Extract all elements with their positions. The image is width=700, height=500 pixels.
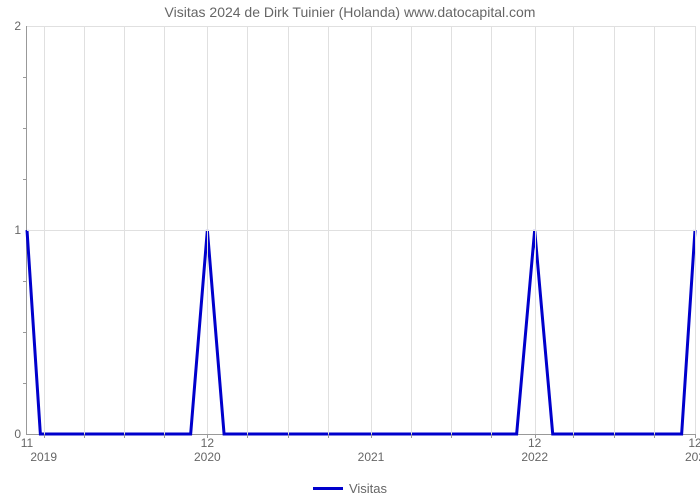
x-tick-label-year: 2021 (358, 450, 385, 464)
y-minor-tick (23, 332, 27, 333)
x-tick-label-month: 12 (688, 436, 700, 450)
x-tick-label-year: 2022 (521, 450, 548, 464)
x-tick-mark (451, 434, 452, 438)
x-tick-label-month: 11 (21, 436, 33, 450)
x-tick-mark (247, 434, 248, 438)
x-tick-mark (411, 434, 412, 438)
x-tick-label-month: 12 (528, 436, 541, 450)
legend-label: Visitas (349, 481, 387, 496)
y-minor-tick (23, 128, 27, 129)
x-tick-mark (491, 434, 492, 438)
y-minor-tick (23, 179, 27, 180)
legend-swatch (313, 487, 343, 490)
x-tick-mark (124, 434, 125, 438)
chart-title: Visitas 2024 de Dirk Tuinier (Holanda) w… (0, 4, 700, 20)
y-minor-tick (23, 77, 27, 78)
x-tick-label-month: 12 (201, 436, 214, 450)
x-tick-label-year: 2019 (30, 450, 57, 464)
chart-container: Visitas 2024 de Dirk Tuinier (Holanda) w… (0, 0, 700, 500)
x-tick-mark (164, 434, 165, 438)
x-tick-mark (614, 434, 615, 438)
plot-area: 012111212122019202020212022202 (26, 26, 695, 435)
y-minor-tick (23, 281, 27, 282)
x-tick-label-year: 2020 (194, 450, 221, 464)
y-tick-label: 1 (14, 223, 21, 237)
grid-line-vertical (695, 26, 696, 434)
grid-line-horizontal (27, 230, 695, 231)
x-tick-mark (328, 434, 329, 438)
x-tick-mark (573, 434, 574, 438)
x-tick-mark (84, 434, 85, 438)
grid-line-horizontal (27, 26, 695, 27)
x-tick-mark (44, 434, 45, 438)
x-tick-mark (288, 434, 289, 438)
x-tick-mark (654, 434, 655, 438)
x-tick-label-year: 202 (685, 450, 700, 464)
legend: Visitas (0, 480, 700, 496)
y-minor-tick (23, 383, 27, 384)
y-tick-label: 2 (14, 19, 21, 33)
x-tick-mark (371, 434, 372, 438)
series-line (27, 230, 695, 434)
